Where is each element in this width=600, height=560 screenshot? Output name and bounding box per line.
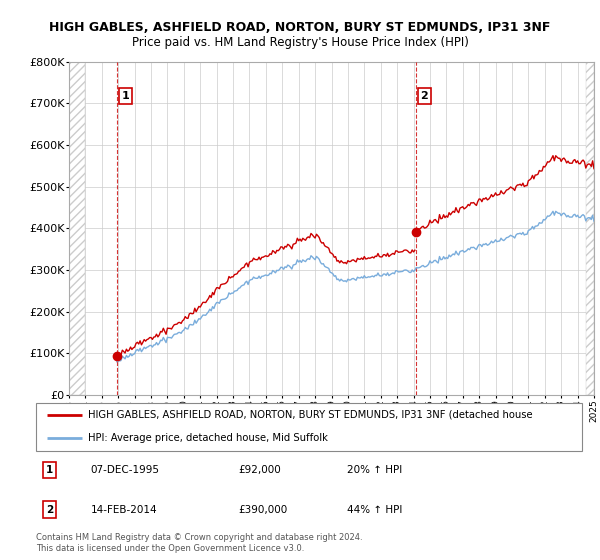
- Text: 2: 2: [46, 505, 53, 515]
- Text: HPI: Average price, detached house, Mid Suffolk: HPI: Average price, detached house, Mid …: [88, 433, 328, 444]
- Text: 14-FEB-2014: 14-FEB-2014: [91, 505, 157, 515]
- Bar: [69, 62, 85, 395]
- Text: £390,000: £390,000: [238, 505, 287, 515]
- Text: Contains HM Land Registry data © Crown copyright and database right 2024.
This d: Contains HM Land Registry data © Crown c…: [36, 533, 362, 553]
- Text: Price paid vs. HM Land Registry's House Price Index (HPI): Price paid vs. HM Land Registry's House …: [131, 36, 469, 49]
- Text: HIGH GABLES, ASHFIELD ROAD, NORTON, BURY ST EDMUNDS, IP31 3NF (detached house: HIGH GABLES, ASHFIELD ROAD, NORTON, BURY…: [88, 409, 532, 419]
- Text: 1: 1: [46, 465, 53, 475]
- Bar: [586, 62, 594, 395]
- Text: £92,000: £92,000: [238, 465, 281, 475]
- Text: 1: 1: [122, 91, 130, 101]
- Text: 44% ↑ HPI: 44% ↑ HPI: [347, 505, 403, 515]
- Text: HIGH GABLES, ASHFIELD ROAD, NORTON, BURY ST EDMUNDS, IP31 3NF: HIGH GABLES, ASHFIELD ROAD, NORTON, BURY…: [49, 21, 551, 34]
- Text: 07-DEC-1995: 07-DEC-1995: [91, 465, 160, 475]
- FancyBboxPatch shape: [36, 403, 582, 451]
- Text: 2: 2: [421, 91, 428, 101]
- Text: 20% ↑ HPI: 20% ↑ HPI: [347, 465, 403, 475]
